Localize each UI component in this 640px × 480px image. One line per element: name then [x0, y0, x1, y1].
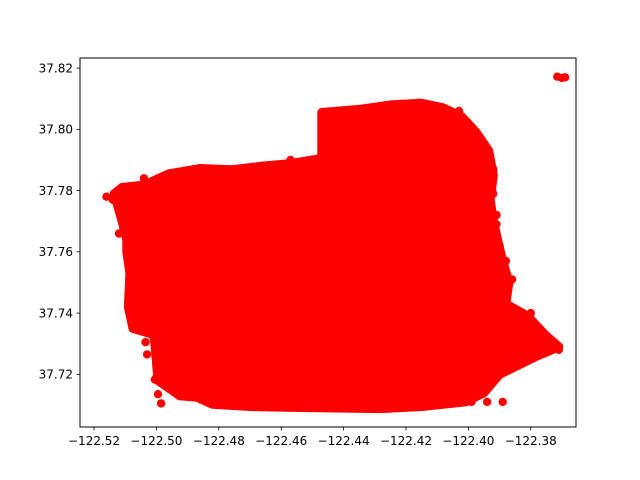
scatter-point: [370, 103, 379, 112]
scatter-point: [454, 106, 464, 116]
scatter-point: [486, 177, 495, 186]
scatter-point: [414, 98, 423, 107]
scatter-point: [543, 344, 553, 353]
scatter-point: [156, 399, 166, 408]
tick-layer: −122.52 −122.50 −122.48 −122.46 −122.44 −122.…: [39, 61, 557, 448]
scatter-point: [454, 391, 464, 400]
y-tick-label: 37.72: [39, 368, 73, 382]
y-tick-label: 37.76: [39, 245, 73, 259]
scatter-point: [161, 177, 170, 186]
scatter-point: [411, 380, 420, 390]
scatter-point: [380, 371, 389, 381]
scatter-point: [319, 137, 328, 146]
x-tick-label: −122.40: [442, 434, 494, 448]
scatter-point: [554, 345, 563, 354]
scatter-point: [311, 284, 320, 293]
scatter-point: [489, 189, 498, 198]
scatter-point: [467, 397, 476, 407]
scatter-point: [492, 210, 501, 220]
scatter-point: [189, 165, 199, 174]
scatter-point: [150, 223, 160, 232]
scatter-point: [270, 256, 280, 266]
y-tick-label: 37.74: [39, 306, 73, 320]
scatter-point: [108, 195, 118, 204]
x-tick-label: −122.42: [380, 434, 432, 448]
scatter-point: [220, 166, 230, 175]
scatter-point: [102, 192, 111, 201]
scatter-point: [526, 308, 535, 318]
scatter-point: [174, 356, 183, 365]
scatter-point-cloud: [109, 98, 564, 414]
x-tick-label: −122.50: [130, 434, 182, 448]
scatter-point: [492, 220, 501, 229]
plot-frame: [79, 57, 577, 428]
scatter-point: [333, 106, 342, 116]
scatter-point: [286, 155, 295, 165]
scatter-point: [560, 73, 570, 82]
scatter-point: [495, 241, 504, 250]
scatter-point: [501, 256, 510, 266]
scatter-point: [124, 235, 133, 244]
y-tick-label: 37.82: [39, 61, 73, 75]
scatter-point: [114, 229, 124, 238]
points-group: [102, 72, 570, 414]
scatter-point: [127, 272, 136, 281]
scatter-point: [150, 375, 160, 384]
x-tick-label: −122.48: [193, 434, 245, 448]
scatter-point: [153, 390, 163, 399]
scatter-point: [320, 109, 330, 119]
scatter-point: [130, 302, 139, 312]
scatter-point: [142, 350, 152, 359]
scatter-point: [498, 397, 507, 407]
scatter-point: [139, 174, 149, 183]
scatter-point: [194, 393, 203, 402]
scatter-point: [286, 264, 295, 273]
x-tick-label: −122.38: [505, 434, 557, 448]
scatter-point: [489, 165, 498, 174]
x-tick-label: −122.46: [255, 434, 307, 448]
scatter-point: [256, 272, 266, 281]
scatter-point: [436, 385, 445, 394]
scatter-point: [534, 339, 543, 348]
data-layer: [102, 72, 570, 414]
x-tick-label: −122.44: [318, 434, 370, 448]
scatter-point: [138, 315, 147, 324]
y-tick-label: 37.80: [39, 123, 73, 137]
y-tick-label: 37.78: [39, 184, 73, 198]
scatter-point: [121, 189, 130, 198]
scatter-point: [358, 357, 367, 367]
scatter-point: [507, 275, 517, 284]
scatter-point: [482, 397, 492, 407]
x-tick-label: −122.52: [68, 434, 120, 448]
scatter-point: [141, 338, 150, 347]
